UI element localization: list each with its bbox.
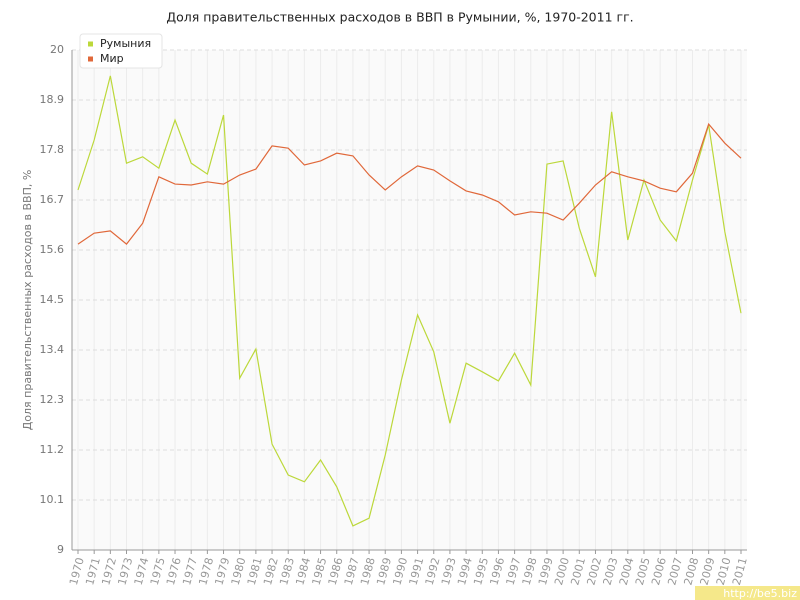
y-tick-label: 18.9 [40, 93, 65, 106]
y-tick-label: 10.1 [40, 493, 65, 506]
y-axis-label: Доля правительственных расходов в ВВП, % [21, 170, 34, 431]
series-line [77, 75, 742, 527]
y-tick-label: 11.2 [40, 443, 65, 456]
legend-box [79, 33, 163, 69]
y-tick-label: 9 [57, 543, 64, 556]
watermark: http://be5.biz [723, 587, 797, 600]
series-line [77, 122, 742, 245]
y-tick-label: 20 [50, 43, 64, 56]
legend-swatch [88, 56, 93, 62]
y-tick-label: 15.6 [40, 243, 65, 256]
y-tick-label: 13.4 [40, 343, 65, 356]
y-tick-label: 14.5 [40, 293, 65, 306]
legend-label: Румыния [100, 37, 151, 50]
chart-title: Доля правительственных расходов в ВВП в … [166, 10, 633, 25]
legend-swatch [88, 41, 93, 47]
watermark-bg [695, 586, 800, 600]
y-tick-label: 12.3 [40, 393, 65, 406]
y-tick-label: 17.8 [40, 143, 65, 156]
y-tick-label: 16.7 [40, 193, 65, 206]
legend-label: Мир [100, 52, 124, 65]
